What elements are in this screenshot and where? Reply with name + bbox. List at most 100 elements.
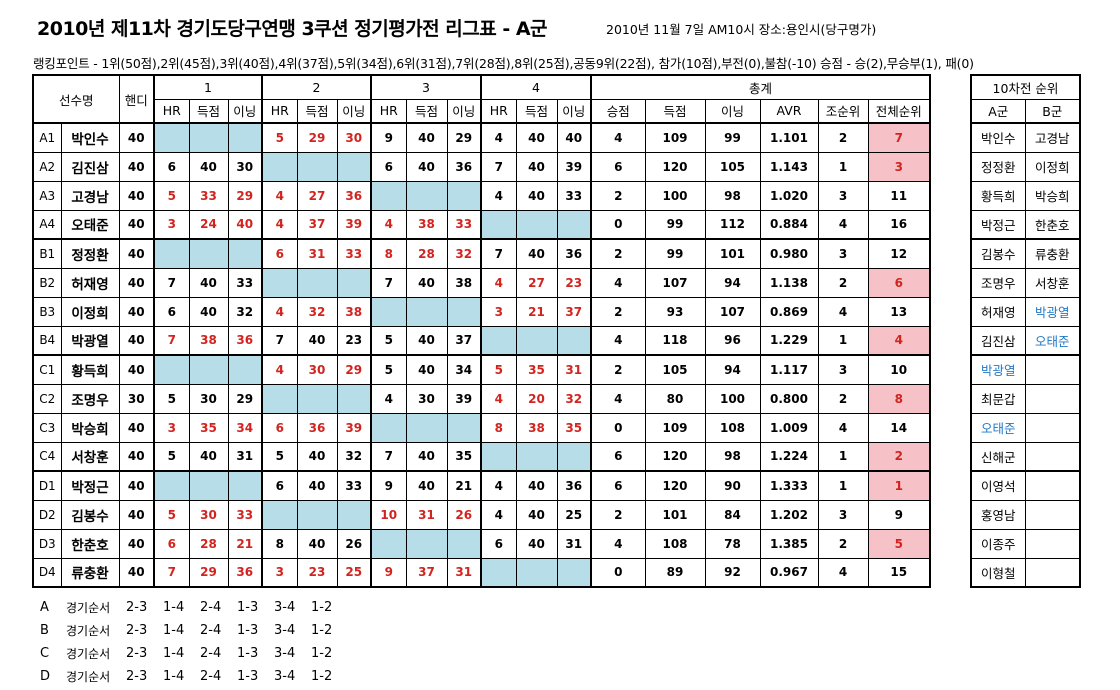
match-order-pair: 1-3 bbox=[237, 646, 259, 661]
side-b-name: 박승희 bbox=[1024, 180, 1081, 211]
match-order-pair: 1-2 bbox=[311, 623, 333, 638]
game-score: 30 bbox=[188, 383, 229, 414]
total-score: 120 bbox=[644, 151, 706, 182]
game-score: 40 bbox=[405, 122, 448, 153]
side-b-name bbox=[1024, 499, 1081, 530]
game-hr: 5 bbox=[153, 383, 190, 414]
self-match-cell bbox=[370, 180, 407, 211]
player-code: B1 bbox=[32, 238, 62, 269]
match-order-pair: 1-3 bbox=[237, 600, 259, 615]
game-inning: 29 bbox=[446, 122, 482, 153]
game-hr: 6 bbox=[153, 528, 190, 559]
self-match-cell bbox=[405, 412, 448, 443]
self-match-cell bbox=[153, 354, 190, 385]
game-score: 40 bbox=[188, 151, 229, 182]
game-inning: 26 bbox=[336, 528, 372, 559]
match-order-pair: 3-4 bbox=[274, 669, 296, 684]
total-win-points: 4 bbox=[590, 528, 646, 559]
player-handicap: 40 bbox=[118, 151, 155, 182]
game-score: 27 bbox=[515, 267, 558, 298]
player-handicap: 40 bbox=[118, 499, 155, 530]
game-score: 23 bbox=[296, 557, 338, 588]
game-inning: 29 bbox=[227, 180, 263, 211]
game-inning: 31 bbox=[556, 528, 592, 559]
header-inning: 이닝 bbox=[556, 98, 592, 124]
side-title: 10차전 순위 bbox=[970, 74, 1081, 100]
game-score: 37 bbox=[405, 557, 448, 588]
game-hr: 4 bbox=[480, 383, 517, 414]
side-row: 김진삼 오태준 bbox=[970, 325, 1081, 356]
game-inning: 33 bbox=[446, 209, 482, 240]
total-win-points: 2 bbox=[590, 180, 646, 211]
side-row: 조명우 서창훈 bbox=[970, 267, 1081, 298]
match-order-pair: 2-4 bbox=[200, 623, 222, 638]
side-a-name: 황득희 bbox=[970, 180, 1026, 211]
self-match-cell bbox=[336, 267, 372, 298]
player-code: A2 bbox=[32, 151, 62, 182]
game-score: 38 bbox=[405, 209, 448, 240]
player-row: A4 오태준 40 3 24 40 4 37 39 4 38 33 0 99 112 0.884 4 16 bbox=[32, 209, 931, 240]
side-b-name: 서창훈 bbox=[1024, 267, 1081, 298]
match-order-pair: 2-4 bbox=[200, 669, 222, 684]
game-hr: 7 bbox=[153, 557, 190, 588]
game-inning: 34 bbox=[446, 354, 482, 385]
game-score: 30 bbox=[405, 383, 448, 414]
side-a-name: 박정근 bbox=[970, 209, 1026, 240]
total-avr: 0.884 bbox=[759, 209, 819, 240]
player-name: 박승희 bbox=[60, 412, 120, 443]
group-rank: 1 bbox=[817, 441, 869, 472]
overall-rank: 2 bbox=[867, 441, 931, 472]
group-rank: 3 bbox=[817, 180, 869, 211]
game-hr: 7 bbox=[480, 151, 517, 182]
total-score: 120 bbox=[644, 470, 706, 501]
total-inning: 98 bbox=[704, 180, 761, 211]
player-code: C3 bbox=[32, 412, 62, 443]
side-row: 최문갑 bbox=[970, 383, 1081, 414]
total-score: 89 bbox=[644, 557, 706, 588]
total-score: 99 bbox=[644, 238, 706, 269]
game-score: 40 bbox=[405, 441, 448, 472]
player-row: B3 이정희 40 6 40 32 4 32 38 3 21 37 2 93 107 0.869 4 13 bbox=[32, 296, 931, 327]
total-avr: 1.020 bbox=[759, 180, 819, 211]
game-score: 29 bbox=[188, 557, 229, 588]
player-row: B1 정정환 40 6 31 33 8 28 32 7 40 36 2 99 101 0.980 3 12 bbox=[32, 238, 931, 269]
player-row: B2 허재영 40 7 40 33 7 40 38 4 27 23 4 107 94 1.138 2 6 bbox=[32, 267, 931, 298]
player-row: D2 김봉수 40 5 30 33 10 31 26 4 40 25 2 101 84 1.202 3 9 bbox=[32, 499, 931, 530]
group-rank: 4 bbox=[817, 412, 869, 443]
game-hr: 8 bbox=[261, 528, 298, 559]
game-hr: 6 bbox=[480, 528, 517, 559]
self-match-cell bbox=[261, 383, 298, 414]
group-rank: 1 bbox=[817, 151, 869, 182]
game-inning: 31 bbox=[556, 354, 592, 385]
header-avr: AVR bbox=[759, 98, 819, 124]
self-match-cell bbox=[153, 238, 190, 269]
match-order-pair: 2-4 bbox=[200, 646, 222, 661]
side-b-name: 한춘호 bbox=[1024, 209, 1081, 240]
player-code: D4 bbox=[32, 557, 62, 588]
player-handicap: 40 bbox=[118, 470, 155, 501]
game-inning: 33 bbox=[556, 180, 592, 211]
header-score: 득점 bbox=[515, 98, 558, 124]
side-b-name: 박광열 bbox=[1024, 296, 1081, 327]
game-hr: 7 bbox=[261, 325, 298, 356]
total-score: 108 bbox=[644, 528, 706, 559]
self-match-cell bbox=[227, 122, 263, 153]
game-hr: 4 bbox=[480, 470, 517, 501]
player-code: D1 bbox=[32, 470, 62, 501]
game-inning: 37 bbox=[556, 296, 592, 327]
game-inning: 33 bbox=[227, 499, 263, 530]
side-a-name: 허재영 bbox=[970, 296, 1026, 327]
header-player: 선수명 bbox=[32, 74, 120, 124]
match-order-pair: 1-4 bbox=[163, 646, 185, 661]
game-inning: 36 bbox=[227, 325, 263, 356]
player-name: 황득희 bbox=[60, 354, 120, 385]
self-match-cell bbox=[480, 209, 517, 240]
game-hr: 5 bbox=[370, 325, 407, 356]
overall-rank: 7 bbox=[867, 122, 931, 153]
previous-ranking-table: 10차전 순위 A군 B군 박인수 고경남 정정환 이정희 황득희 박승희 박정근 한춘호 김봉… bbox=[970, 74, 1081, 588]
overall-rank: 3 bbox=[867, 151, 931, 182]
side-a-name: 신해군 bbox=[970, 441, 1026, 472]
total-avr: 0.800 bbox=[759, 383, 819, 414]
side-b-name bbox=[1024, 557, 1081, 588]
match-order-pair: 2-3 bbox=[126, 623, 148, 638]
